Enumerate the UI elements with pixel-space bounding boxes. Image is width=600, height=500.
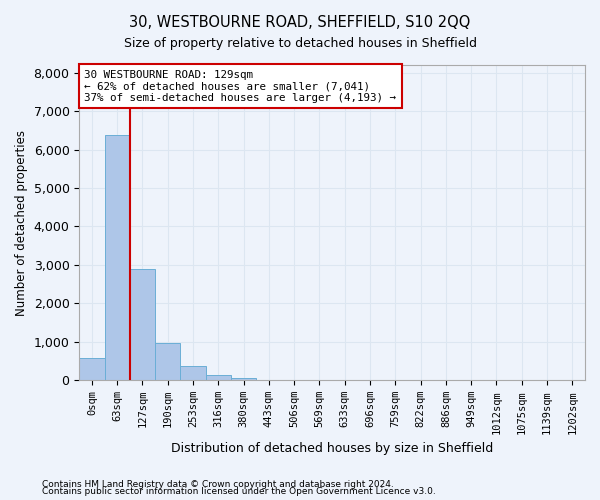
Bar bbox=[181, 366, 206, 380]
Text: Contains HM Land Registry data © Crown copyright and database right 2024.: Contains HM Land Registry data © Crown c… bbox=[42, 480, 394, 489]
Bar bbox=[130, 268, 155, 380]
Bar bbox=[155, 344, 181, 380]
Text: Contains public sector information licensed under the Open Government Licence v3: Contains public sector information licen… bbox=[42, 487, 436, 496]
Bar bbox=[206, 375, 231, 380]
Bar bbox=[104, 135, 130, 380]
Text: 30, WESTBOURNE ROAD, SHEFFIELD, S10 2QQ: 30, WESTBOURNE ROAD, SHEFFIELD, S10 2QQ bbox=[130, 15, 470, 30]
Y-axis label: Number of detached properties: Number of detached properties bbox=[15, 130, 28, 316]
X-axis label: Distribution of detached houses by size in Sheffield: Distribution of detached houses by size … bbox=[171, 442, 493, 455]
Text: Size of property relative to detached houses in Sheffield: Size of property relative to detached ho… bbox=[124, 38, 476, 51]
Bar bbox=[231, 378, 256, 380]
Bar bbox=[79, 358, 104, 380]
Text: 30 WESTBOURNE ROAD: 129sqm
← 62% of detached houses are smaller (7,041)
37% of s: 30 WESTBOURNE ROAD: 129sqm ← 62% of deta… bbox=[85, 70, 397, 103]
